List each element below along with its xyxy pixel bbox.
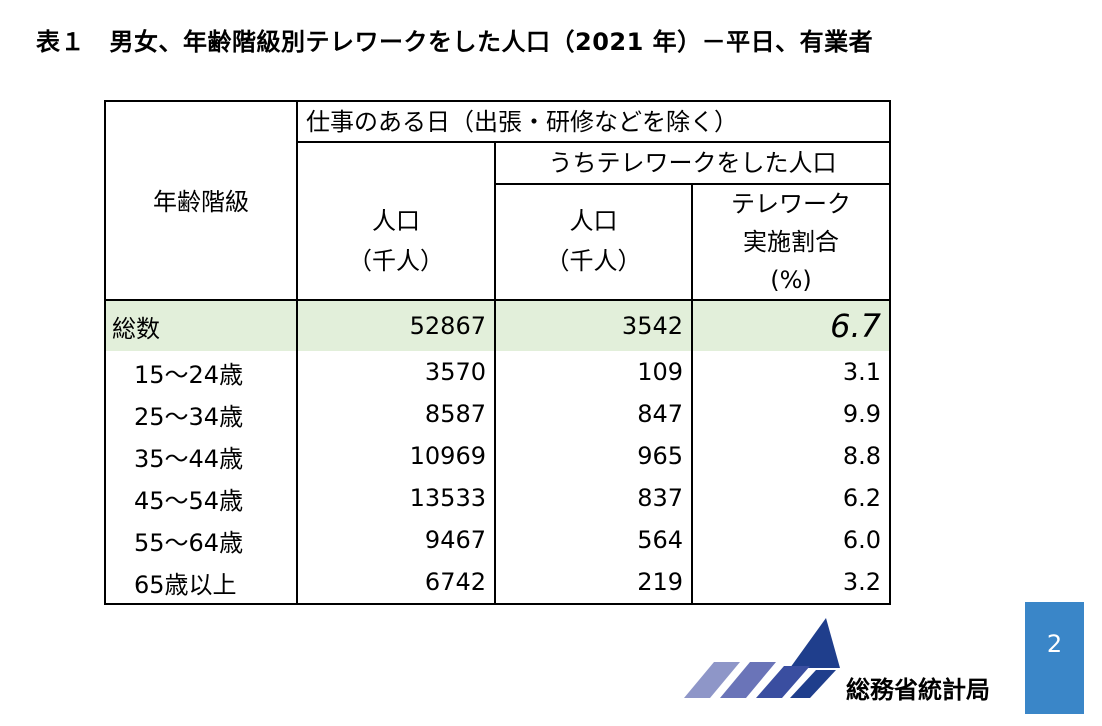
cell-value: 3.2 [842,568,881,596]
header-cell: 仕事のある日（出張・研修などを除く） [296,100,891,143]
row-label: 55～64歳 [134,528,244,557]
header-text: うちテレワークをした人口 [548,149,837,177]
table-cell: 13533 [296,477,496,519]
cell-value: 10969 [409,442,486,470]
header-cell: 人口 （千人） [494,183,693,301]
header-text: テレワーク [731,190,851,218]
header-text: （千人） [545,247,642,275]
table-cell: 65歳以上 [104,561,298,605]
table-cell: 219 [494,561,693,605]
table-row: 総数 52867 3542 6.7 [104,299,891,351]
header-text: 仕事のある日（出張・研修などを除く） [306,107,738,136]
table-cell: 6742 [296,561,496,605]
cell-value: 837 [637,484,683,512]
cell-value: 965 [637,442,683,470]
row-label: 15～24歳 [134,360,244,389]
cell-value: 3570 [424,358,486,386]
row-label: 65歳以上 [134,570,237,599]
table-row: 25～34歳 8587 847 9.9 [104,393,891,435]
table-body: 総数 52867 3542 6.7 15～24歳 3570 109 3.1 25～34歳 8587… [104,299,891,605]
cell-value: 8.8 [842,442,881,470]
table-cell: 3.1 [691,351,891,393]
table-row: 35～44歳 10969 965 8.8 [104,435,891,477]
table-cell: 965 [494,435,693,477]
header-cell: 年齢階級 [104,100,298,301]
header-text: 年齢階級 [153,188,249,216]
row-label: 35～44歳 [134,444,244,473]
page-number-text: 2 [1046,630,1063,658]
cell-value: 564 [637,526,683,554]
table-cell: 55～64歳 [104,519,298,561]
table-cell: 3570 [296,351,496,393]
table-cell: 6.7 [691,299,891,351]
cell-value: 3542 [621,312,683,340]
table-header: 年齢階級 仕事のある日（出張・研修などを除く） 人口 （千人） うちテレワークをし… [104,100,891,301]
cell-value: 6.2 [842,484,881,512]
cell-value: 9467 [424,526,486,554]
page-number: 2 [1025,602,1084,714]
cell-value: 52867 [409,312,486,340]
table-cell: 564 [494,519,693,561]
row-label: 45～54歳 [134,486,244,515]
table-row: 65歳以上 6742 219 3.2 [104,561,891,605]
table-cell: 9.9 [691,393,891,435]
table-cell: 45～54歳 [104,477,298,519]
cell-value: 9.9 [842,400,881,428]
title: 表１ 男女、年齢階級別テレワークをした人口（2021 年）－平日、有業者 [36,28,874,56]
table-cell: 6.2 [691,477,891,519]
table-cell: 8587 [296,393,496,435]
cell-value: 8587 [424,400,486,428]
row-label: 25～34歳 [134,402,244,431]
logo-text: 総務省統計局 [846,676,990,704]
header-text: 人口 [569,207,618,235]
table-cell: 15～24歳 [104,351,298,393]
table-cell: 847 [494,393,693,435]
cell-value: 109 [637,358,683,386]
table-cell: 6.0 [691,519,891,561]
table-cell: 109 [494,351,693,393]
table-cell: 9467 [296,519,496,561]
table-row: 55～64歳 9467 564 6.0 [104,519,891,561]
header-cell: テレワーク実施割合 (%) [691,183,891,301]
row-label: 総数 [112,314,160,343]
header-text: (%) [770,266,812,294]
table-cell: 837 [494,477,693,519]
cell-value: 847 [637,400,683,428]
header-cell: 人口 （千人） [296,141,496,301]
table-cell: 35～44歳 [104,435,298,477]
table-row: 15～24歳 3570 109 3.1 [104,351,891,393]
table-cell: 52867 [296,299,496,351]
cell-value: 6.0 [842,526,881,554]
table: 年齢階級 仕事のある日（出張・研修などを除く） 人口 （千人） うちテレワークをし… [104,100,891,605]
table-row: 45～54歳 13533 837 6.2 [104,477,891,519]
header-cell: うちテレワークをした人口 [494,141,891,185]
table-cell: 3.2 [691,561,891,605]
cell-value: 13533 [409,484,486,512]
cell-value: 6.7 [830,307,881,345]
header-text: （千人） [348,247,444,275]
header-text: 人口 [372,207,420,235]
logo-mark [684,618,840,698]
header-text: 実施割合 [743,228,839,256]
cell-value: 3.1 [842,358,881,386]
cell-value: 6742 [424,568,486,596]
cell-value: 219 [637,568,683,596]
table-cell: 総数 [104,299,298,351]
table-cell: 8.8 [691,435,891,477]
table-cell: 10969 [296,435,496,477]
table-cell: 25～34歳 [104,393,298,435]
table-cell: 3542 [494,299,693,351]
